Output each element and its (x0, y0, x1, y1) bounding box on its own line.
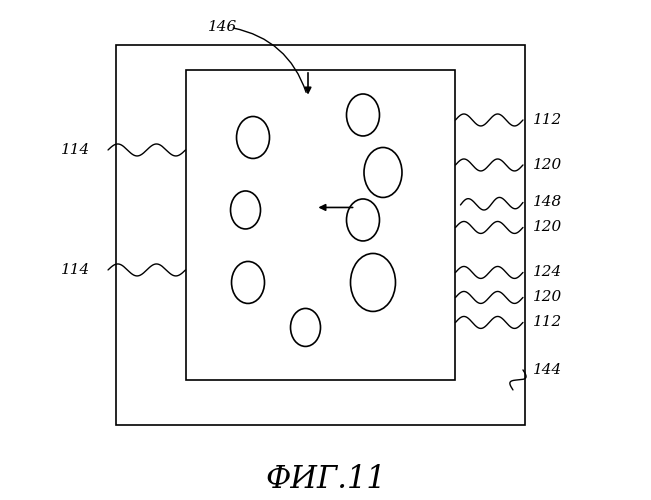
Text: 120: 120 (533, 158, 562, 172)
Text: 148: 148 (533, 196, 562, 209)
Ellipse shape (364, 148, 402, 198)
Ellipse shape (230, 191, 260, 229)
Ellipse shape (350, 254, 396, 312)
Ellipse shape (290, 308, 320, 346)
Text: ФИГ.11: ФИГ.11 (265, 464, 386, 496)
Text: 124: 124 (533, 266, 562, 280)
Text: 114: 114 (61, 263, 90, 277)
Text: 112: 112 (533, 113, 562, 127)
Text: 114: 114 (61, 143, 90, 157)
Text: 144: 144 (533, 363, 562, 377)
Bar (115, 45, 525, 425)
Ellipse shape (236, 116, 270, 158)
Ellipse shape (346, 94, 380, 136)
Bar (186, 70, 456, 380)
Text: 120: 120 (533, 290, 562, 304)
Ellipse shape (346, 199, 380, 241)
Ellipse shape (232, 262, 264, 304)
Text: 120: 120 (533, 220, 562, 234)
Text: 146: 146 (208, 20, 237, 34)
Text: 112: 112 (533, 316, 562, 330)
